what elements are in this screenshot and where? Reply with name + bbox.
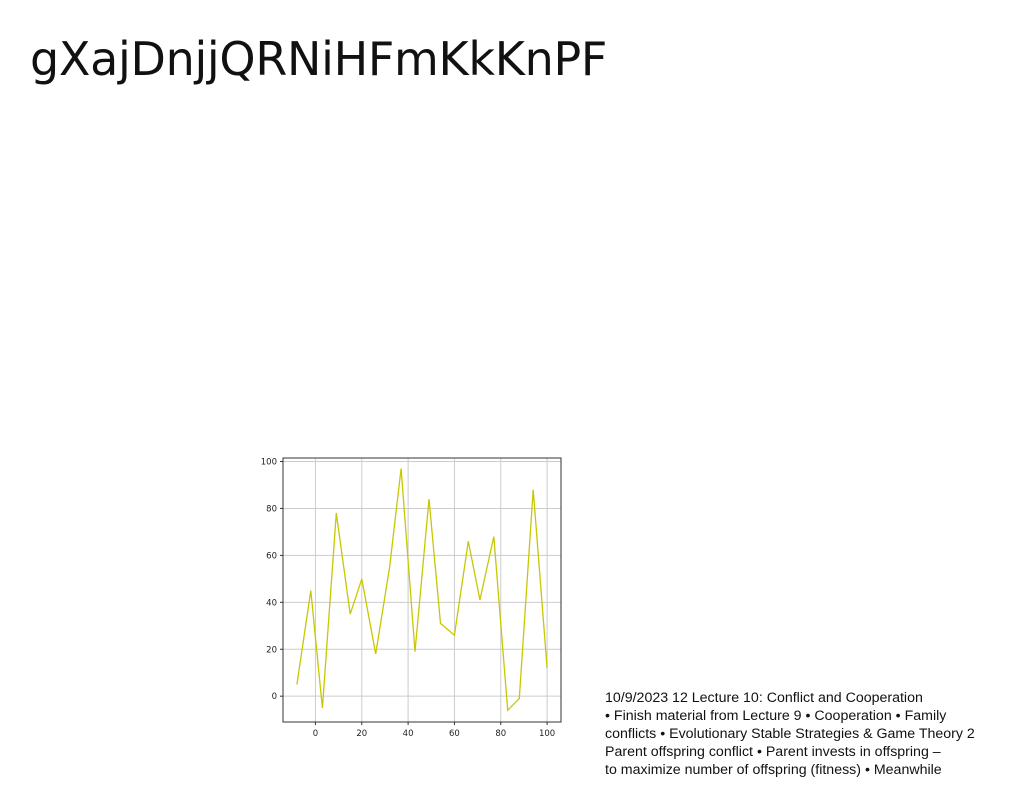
x-tick-label: 0: [313, 729, 318, 739]
series-line: [296, 468, 548, 712]
notes-line: Parent offspring conflict • Parent inves…: [605, 744, 941, 760]
slide-title: gXajDnjjQRNiHFmKkKnPF: [30, 32, 608, 86]
y-tick-label: 20: [266, 645, 277, 655]
plot-frame: [282, 457, 562, 723]
x-tick-label: 20: [356, 729, 367, 739]
notes-line: conflicts • Evolutionary Stable Strategi…: [605, 726, 975, 742]
notes-line: to maximize number of offspring (fitness…: [605, 762, 942, 778]
x-tick-label: 100: [539, 729, 555, 739]
y-tick-label: 40: [266, 598, 277, 608]
y-tick-label: 60: [266, 551, 277, 561]
y-tick-label: 0: [272, 692, 277, 702]
y-tick-label: 80: [266, 504, 277, 514]
x-tick-label: 40: [403, 729, 414, 739]
x-tick-label: 60: [449, 729, 460, 739]
x-axis-ticks: 0 20 40 60 80 100: [313, 722, 555, 739]
speaker-notes: 10/9/2023 12 Lecture 10: Conflict and Co…: [605, 689, 1024, 779]
series-layer: [296, 468, 548, 712]
notes-line: 10/9/2023 12 Lecture 10: Conflict and Co…: [605, 690, 923, 706]
notes-line: • Finish material from Lecture 9 • Coope…: [605, 708, 947, 724]
line-chart: 0 20 40 60 80 100 0 20 40 60 80 100: [261, 457, 562, 739]
x-tick-label: 80: [495, 729, 506, 739]
y-axis-ticks: 0 20 40 60 80 100: [261, 458, 283, 702]
y-tick-label: 100: [261, 458, 277, 468]
